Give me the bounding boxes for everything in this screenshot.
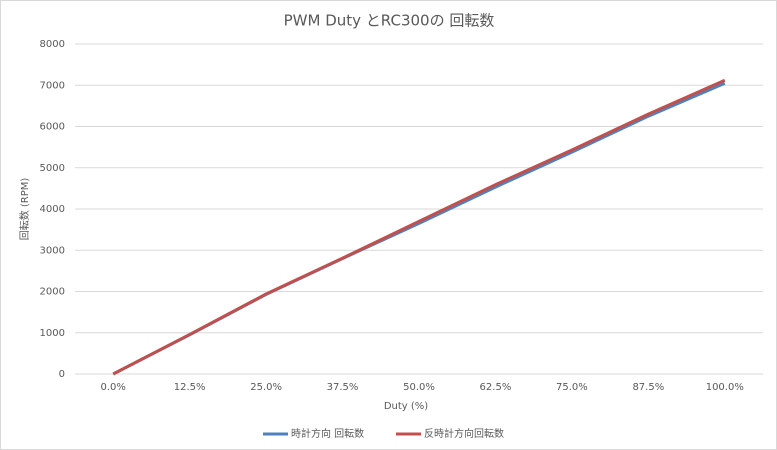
y-tick-label: 4000 (40, 204, 65, 215)
y-axis-title: 回転数 (RPM) (18, 178, 31, 241)
y-tick-label: 8000 (40, 39, 65, 50)
legend-label: 時計方向 回転数 (291, 427, 364, 440)
x-tick-label: 87.5% (632, 382, 664, 393)
x-tick-label: 12.5% (174, 382, 206, 393)
chart-title: PWM Duty とRC300の 回転数 (284, 12, 495, 30)
x-tick-label: 37.5% (327, 382, 359, 393)
y-tick-label: 3000 (40, 245, 65, 256)
x-tick-label: 50.0% (403, 382, 435, 393)
y-tick-label: 6000 (40, 122, 65, 133)
x-axis-title: Duty (%) (384, 401, 428, 412)
x-tick-label: 0.0% (101, 382, 126, 393)
x-tick-label: 62.5% (480, 382, 512, 393)
y-tick-label: 1000 (40, 328, 65, 339)
y-tick-label: 5000 (40, 163, 65, 174)
x-tick-label: 25.0% (250, 382, 282, 393)
series-line (112, 78, 726, 376)
y-tick-label: 0 (59, 369, 65, 380)
x-tick-label: 75.0% (556, 382, 588, 393)
x-tick-label: 100.0% (706, 382, 744, 393)
y-tick-label: 7000 (40, 80, 65, 91)
legend-label: 反時計方向回転数 (424, 427, 504, 440)
y-tick-label: 2000 (40, 287, 65, 298)
